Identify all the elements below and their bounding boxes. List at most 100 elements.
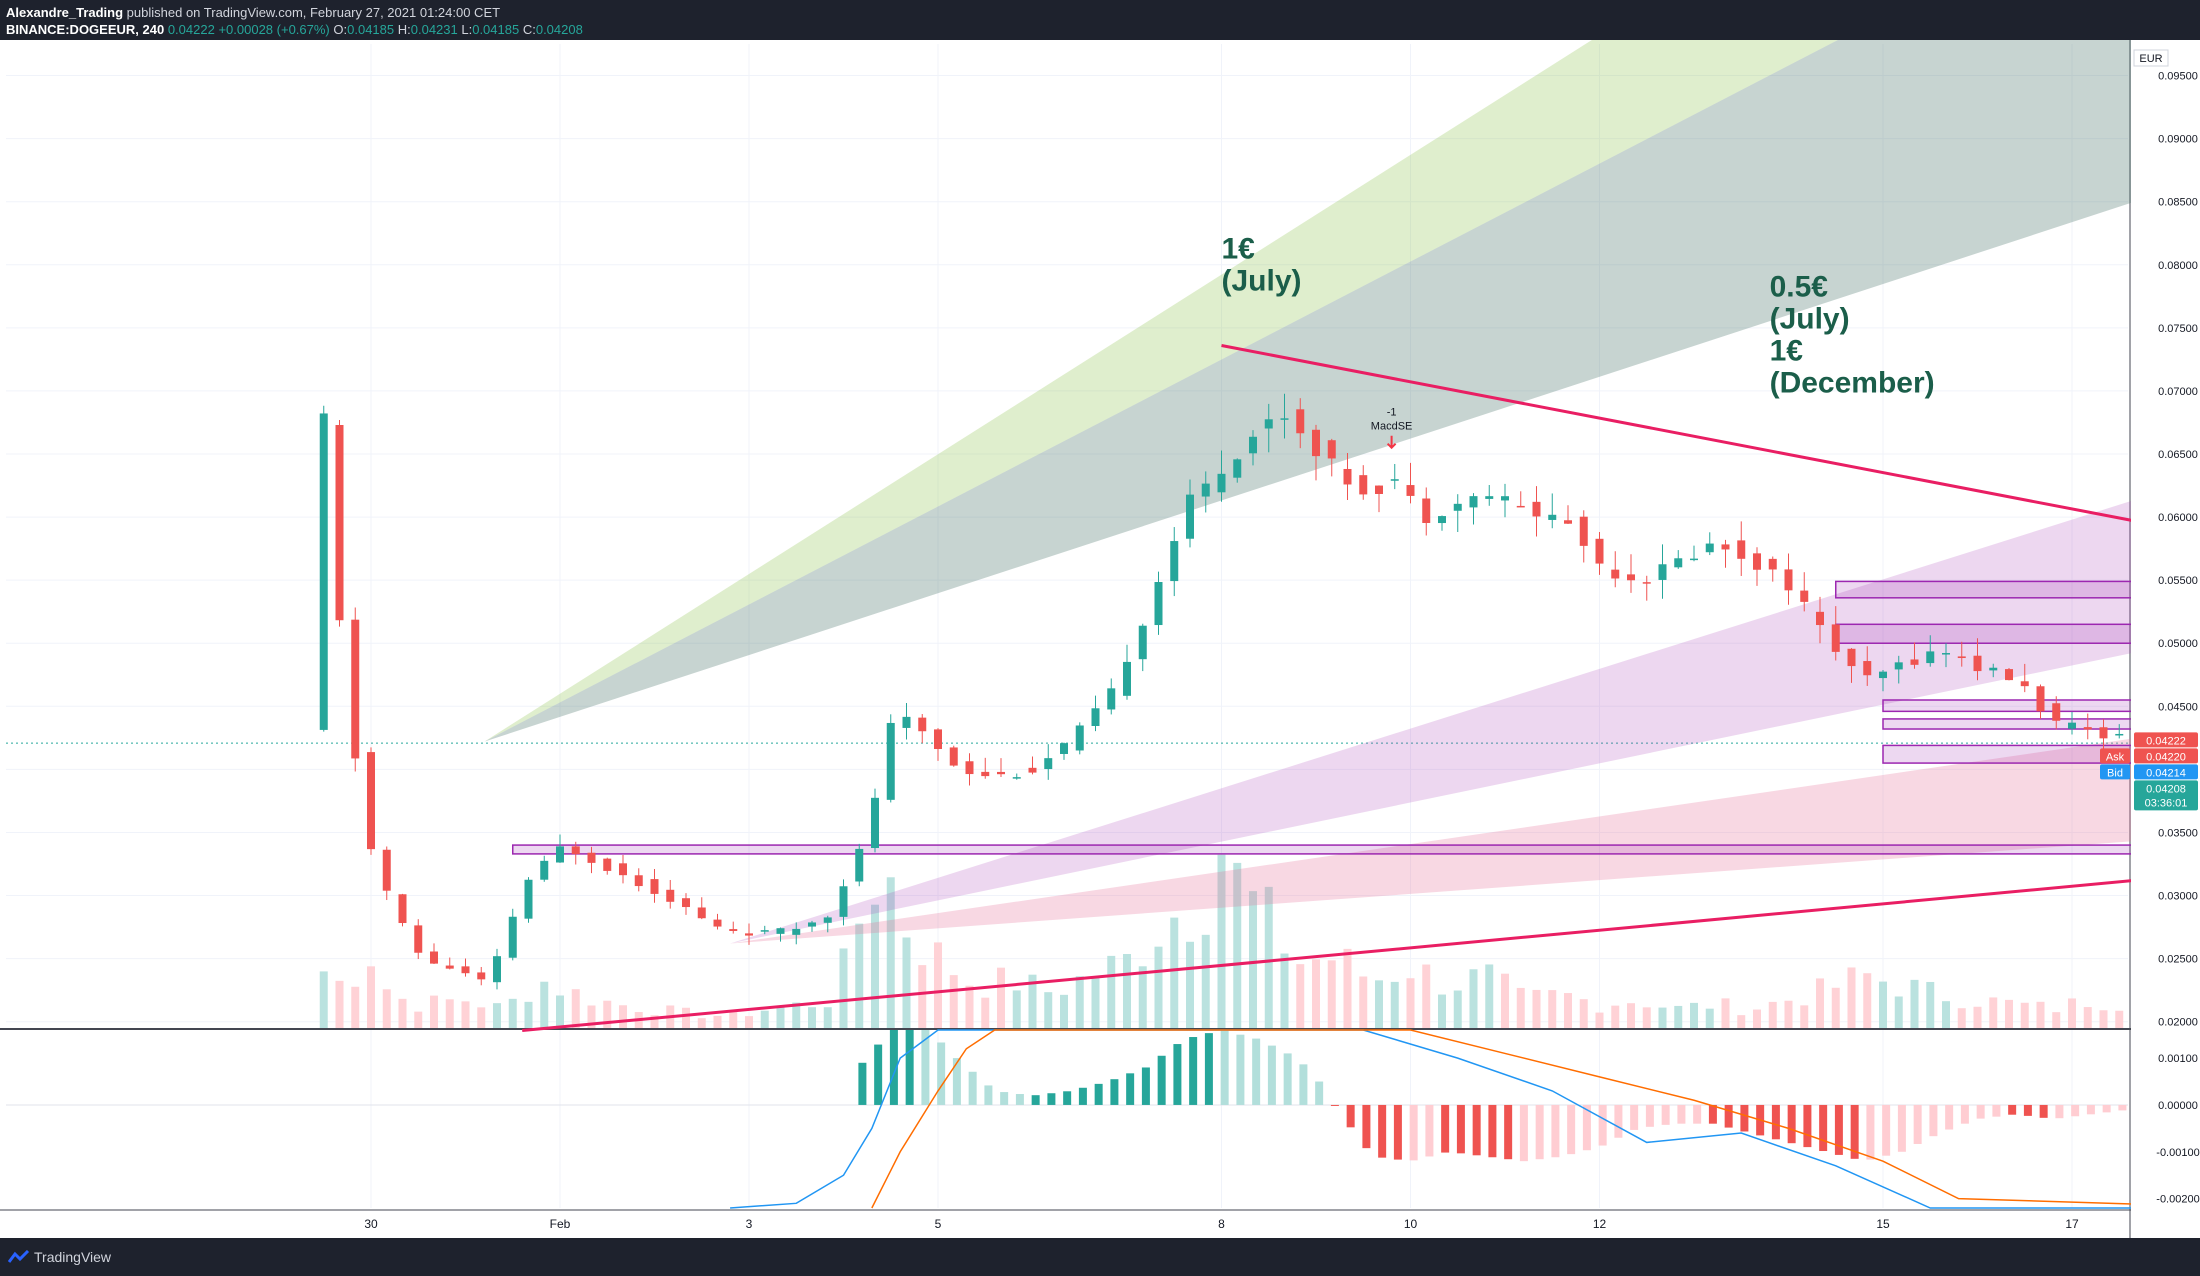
macd-histogram-bar <box>968 1071 977 1105</box>
candle-body <box>1233 459 1242 478</box>
volume-bar <box>1532 989 1541 1028</box>
volume-bar <box>477 1007 486 1028</box>
volume-bar <box>792 1002 801 1028</box>
macd-histogram-bar <box>1929 1104 1938 1137</box>
macd-histogram-bar <box>2086 1104 2095 1115</box>
ohlc-line: BINANCE:DOGEEUR, 240 0.04222 +0.00028 (+… <box>6 22 583 37</box>
volume-bar <box>1942 1001 1950 1028</box>
macd-histogram-bar <box>1913 1104 1922 1144</box>
volume-bar <box>697 1018 706 1028</box>
macd-histogram-bar <box>1204 1033 1213 1105</box>
macd-histogram-bar <box>1661 1104 1670 1125</box>
price-tick-label: 0.08000 <box>2158 260 2198 272</box>
macd-histogram-bar <box>1567 1104 1576 1155</box>
tradingview-logo-icon[interactable] <box>7 1249 30 1269</box>
volume-bar <box>1989 997 1998 1028</box>
candle-body <box>871 797 879 849</box>
candle-body <box>1170 541 1179 582</box>
candle-body <box>1847 648 1856 667</box>
candle-body <box>1800 590 1809 602</box>
volume-bar <box>1170 917 1179 1028</box>
macd-tick-label: -0.00100 <box>2156 1147 2199 1159</box>
volume-bar <box>1894 996 1903 1028</box>
candle-body <box>1028 767 1037 773</box>
macd-histogram-bar <box>874 1044 883 1105</box>
close-label: C: <box>522 22 536 37</box>
author-name[interactable]: Alexandre_Trading <box>6 5 124 20</box>
macd-histogram-bar <box>1504 1104 1513 1160</box>
macd-histogram-bar <box>1582 1104 1591 1151</box>
volume-bar <box>556 995 564 1028</box>
price-chart-svg[interactable]: -1MacdSEMacdLE+2-2MacdSEMacdLE+2-2MacdSE… <box>0 0 2200 1238</box>
candle-body <box>1658 564 1667 580</box>
candle-body <box>1910 659 1919 665</box>
price-tag-label: Bid <box>2107 767 2123 779</box>
volume-bar <box>1564 993 1572 1028</box>
candle-body <box>1091 708 1100 726</box>
tradingview-brand[interactable]: TradingView <box>34 1249 112 1265</box>
volume-bar <box>1044 992 1053 1028</box>
high-label: H: <box>397 22 411 37</box>
macd-histogram-bar <box>1677 1104 1686 1124</box>
macd-histogram-bar <box>1362 1104 1371 1149</box>
volume-bar <box>1390 981 1399 1028</box>
candle-body <box>335 424 344 621</box>
macd-histogram-bar <box>1047 1093 1056 1105</box>
volume-bar <box>2052 1012 2061 1028</box>
volume-bar <box>1800 1005 1809 1028</box>
fan-label: 1€ <box>1770 334 1804 367</box>
volume-bar <box>2115 1010 2124 1028</box>
volume-bar <box>1674 1005 1683 1028</box>
candle-body <box>650 879 659 894</box>
macd-histogram-bar <box>2118 1104 2127 1111</box>
macd-histogram-bar <box>1819 1104 1828 1152</box>
macd-histogram-bar <box>1141 1067 1150 1105</box>
price-tag-label: Ask <box>2106 751 2125 763</box>
time-tick-label: 8 <box>1218 1217 1225 1231</box>
candle-body <box>1705 543 1714 553</box>
candle-body <box>1044 758 1053 770</box>
candle-body <box>1674 558 1683 568</box>
candle-body <box>1060 743 1068 754</box>
candle-body <box>713 919 722 927</box>
macd-histogram-bar <box>1488 1104 1497 1158</box>
macd-histogram-bar <box>1409 1104 1418 1161</box>
macd-histogram-bar <box>1425 1104 1434 1157</box>
price-label-value: 0.04222 <box>2146 735 2186 747</box>
volume-bar <box>619 1005 627 1028</box>
low-value: 0.04185 <box>472 22 520 37</box>
price-tick-label: 0.09500 <box>2158 71 2198 83</box>
candle-body <box>745 933 753 936</box>
chart-area[interactable]: -1MacdSEMacdLE+2-2MacdSEMacdLE+2-2MacdSE… <box>0 0 2200 1238</box>
fan-label: (July) <box>1770 302 1850 335</box>
macd-tick-label: 0.00000 <box>2158 1100 2198 1112</box>
price-label-box <box>2134 748 2198 764</box>
fan-label: 0.5€ <box>1770 270 1829 303</box>
fan-green <box>484 0 1916 742</box>
candle-body <box>965 761 974 775</box>
volume-bar <box>1690 1002 1698 1028</box>
volume-bar <box>2083 1007 2092 1028</box>
macd-histogram-bar <box>1771 1104 1780 1140</box>
volume-bar <box>1249 891 1257 1028</box>
candle-body <box>682 898 690 908</box>
candle-body <box>1280 418 1289 420</box>
volume-bar <box>1280 953 1289 1028</box>
volume-bar <box>319 971 328 1028</box>
volume-bar <box>839 948 848 1028</box>
volume-bar <box>1469 969 1478 1028</box>
macd-tick-label: -0.00200 <box>2156 1194 2199 1206</box>
volume-bar <box>493 1003 501 1028</box>
candle-body <box>477 972 486 980</box>
candle-body <box>1123 661 1131 696</box>
price-tick-label: 0.05000 <box>2158 638 2198 650</box>
volume-bar <box>949 975 958 1028</box>
macd-histogram-bar <box>1535 1104 1544 1160</box>
macd-histogram-bar <box>2023 1104 2032 1116</box>
candle-body <box>1327 440 1336 459</box>
low-label: L: <box>461 22 473 37</box>
macd-histogram-bar <box>905 1030 914 1105</box>
signal-label: -1 <box>1387 407 1397 419</box>
price-tick-label: 0.06000 <box>2158 512 2198 524</box>
fan-label: (December) <box>1770 366 1935 399</box>
